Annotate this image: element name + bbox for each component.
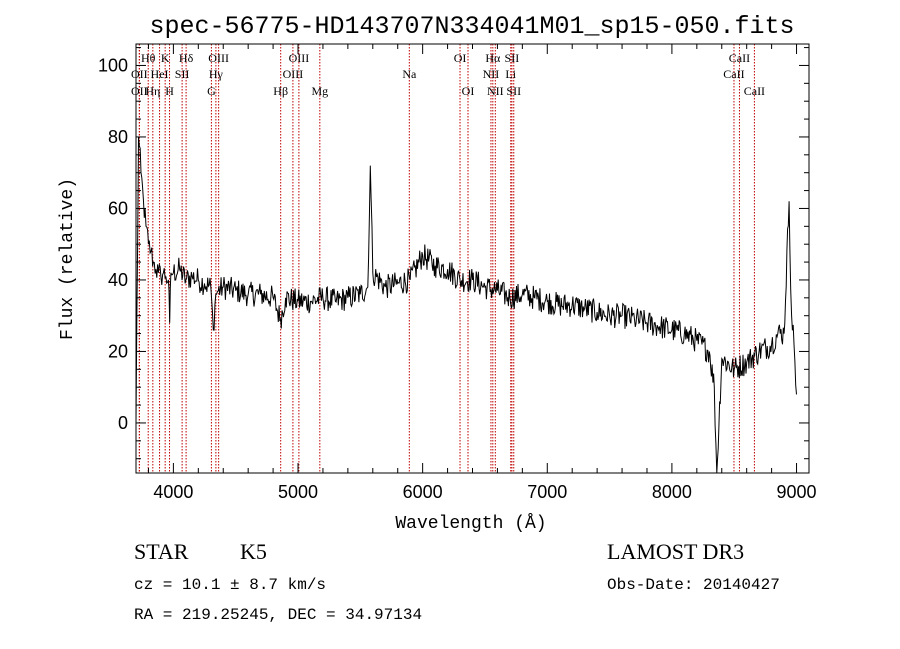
emission-line-label: Na xyxy=(402,67,417,81)
y-tick-label: 80 xyxy=(108,127,128,147)
coordinates: RA = 219.25245, DEC = 34.97134 xyxy=(134,606,422,624)
emission-line-label: SII xyxy=(505,51,520,65)
emission-line-label: G xyxy=(207,84,216,98)
emission-line-label: OI xyxy=(454,51,467,65)
emission-line-label: K xyxy=(161,51,170,65)
emission-line-label: Hη xyxy=(145,84,160,98)
emission-line-label: OIII xyxy=(208,51,229,65)
emission-line-label: CaII xyxy=(729,51,750,65)
y-tick-label: 0 xyxy=(118,413,128,433)
emission-line-label: Hβ xyxy=(273,84,288,98)
emission-line-label: Mg xyxy=(311,84,328,98)
emission-line-label: CaII xyxy=(744,84,765,98)
y-tick-label: 100 xyxy=(98,55,128,75)
emission-line-labels: OIIOIIHθHηHeIKHSIIHδGHγOIIIHβOIIIOIIIMgN… xyxy=(131,51,765,98)
emission-line-label: OIII xyxy=(283,67,304,81)
x-tick-label: 8000 xyxy=(652,482,692,502)
chart-title: spec-56775-HD143707N334041M01_sp15-050.f… xyxy=(149,12,794,41)
y-tick-label: 20 xyxy=(108,341,128,361)
spectrum-line xyxy=(135,136,797,474)
emission-line-label: SII xyxy=(506,84,521,98)
plot-frame xyxy=(135,43,810,474)
emission-line-label: CaII xyxy=(723,67,744,81)
emission-line-label: OI xyxy=(462,84,475,98)
y-axis-label: Flux (relative) xyxy=(58,178,78,340)
emission-line-label: OII xyxy=(131,84,148,98)
object-class: STAR xyxy=(134,539,189,564)
observation-date: Obs-Date: 20140427 xyxy=(607,576,780,594)
x-tick-label: 6000 xyxy=(403,482,443,502)
subclass: K5 xyxy=(240,539,267,564)
emission-line-label: NII xyxy=(487,84,504,98)
survey-name: LAMOST DR3 xyxy=(607,539,744,564)
y-tick-label: 40 xyxy=(108,270,128,290)
emission-line-label: Li xyxy=(505,67,516,81)
emission-line-label: OII xyxy=(131,67,148,81)
x-tick-label: 7000 xyxy=(527,482,567,502)
emission-line-label: HeI xyxy=(151,67,169,81)
emission-line-label: SII xyxy=(175,67,190,81)
emission-lines xyxy=(138,44,755,473)
emission-line-label: H xyxy=(165,84,174,98)
x-axis: 4000 5000 6000 7000 8000 9000 xyxy=(147,44,817,502)
emission-line-label: Hδ xyxy=(179,51,194,65)
redshift-cz: cz = 10.1 ± 8.7 km/s xyxy=(134,576,326,594)
x-tick-label: 5000 xyxy=(278,482,318,502)
x-tick-label: 9000 xyxy=(777,482,817,502)
x-tick-label: 4000 xyxy=(153,482,193,502)
emission-line-label: OIII xyxy=(289,51,310,65)
y-tick-label: 60 xyxy=(108,198,128,218)
emission-line-label: Hγ xyxy=(209,67,224,81)
emission-line-label: Hθ xyxy=(141,51,156,65)
x-axis-label: Wavelength (Å) xyxy=(395,513,546,534)
y-axis: 0 20 40 60 80 100 xyxy=(98,47,809,460)
emission-line-label: Hα xyxy=(485,51,501,65)
emission-line-label: NII xyxy=(483,67,500,81)
